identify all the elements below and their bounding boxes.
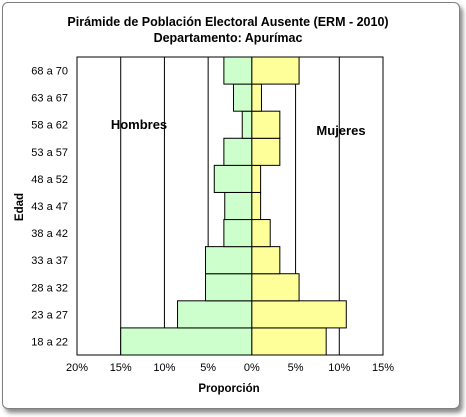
- bar-mujeres-18-a-22: [252, 328, 326, 355]
- bar-mujeres-33-a-37: [252, 247, 280, 274]
- bar-hombres-63-a-67: [233, 84, 251, 111]
- y-tick-labels: 18 a 22 23 a 27 28 a 32 33 a 37 38 a 42 43 a …: [31, 66, 68, 349]
- bar-hombres-48-a-52: [214, 165, 252, 192]
- bar-hombres-18-a-22: [121, 328, 252, 355]
- bar-mujeres-23-a-27: [252, 301, 346, 328]
- bar-hombres-23-a-27: [178, 301, 252, 328]
- bar-mujeres-68-a-70: [252, 57, 299, 84]
- y-tick-38-a-42: 38 a 42: [31, 228, 68, 240]
- chart-title: Pirámide de Población Electoral Ausente …: [67, 15, 388, 29]
- x-tick-labels: 20% 15% 10% 5% 0% 5% 10% 15%: [66, 362, 394, 374]
- y-tick-68-a-70: 68 a 70: [31, 66, 68, 78]
- bar-hombres-43-a-47: [225, 192, 252, 219]
- chart-subtitle: Departamento: Apurímac: [154, 31, 303, 45]
- y-axis-label: Edad: [14, 193, 26, 221]
- bar-mujeres-58-a-62: [252, 111, 280, 138]
- legend-hombres-label: Hombres: [111, 117, 167, 132]
- x-tick-0: 20%: [66, 362, 88, 374]
- x-tick-6: 10%: [328, 362, 350, 374]
- x-tick-3: 5%: [200, 362, 216, 374]
- x-tick-7: 15%: [372, 362, 394, 374]
- bar-mujeres-53-a-57: [252, 138, 280, 165]
- bar-hombres-28-a-32: [206, 274, 252, 301]
- x-tick-4: 0%: [244, 362, 260, 374]
- y-tick-58-a-62: 58 a 62: [31, 120, 68, 132]
- y-tick-43-a-47: 43 a 47: [31, 201, 68, 213]
- x-axis-label: Proporción: [198, 383, 259, 395]
- bar-hombres-58-a-62: [242, 111, 252, 138]
- y-tick-63-a-67: 63 a 67: [31, 93, 68, 105]
- bar-hombres-53-a-57: [224, 138, 252, 165]
- y-tick-53-a-57: 53 a 57: [31, 147, 68, 159]
- y-tick-48-a-52: 48 a 52: [31, 174, 68, 186]
- bar-hombres-38-a-42: [224, 220, 252, 247]
- bar-mujeres-38-a-42: [252, 220, 270, 247]
- y-tick-33-a-37: 33 a 37: [31, 255, 68, 267]
- y-tick-28-a-32: 28 a 32: [31, 282, 68, 294]
- bar-mujeres-63-a-67: [252, 84, 262, 111]
- x-tick-5: 5%: [288, 362, 304, 374]
- bar-mujeres-28-a-32: [252, 274, 299, 301]
- legend-mujeres-label: Mujeres: [316, 123, 365, 138]
- bar-hombres-33-a-37: [206, 247, 252, 274]
- y-tick-18-a-22: 18 a 22: [31, 336, 68, 348]
- bar-hombres-68-a-70: [224, 57, 252, 84]
- y-tick-23-a-27: 23 a 27: [31, 309, 68, 321]
- bar-mujeres-43-a-47: [252, 192, 261, 219]
- bar-mujeres-48-a-52: [252, 165, 261, 192]
- x-tick-2: 10%: [153, 362, 175, 374]
- x-tick-1: 15%: [110, 362, 132, 374]
